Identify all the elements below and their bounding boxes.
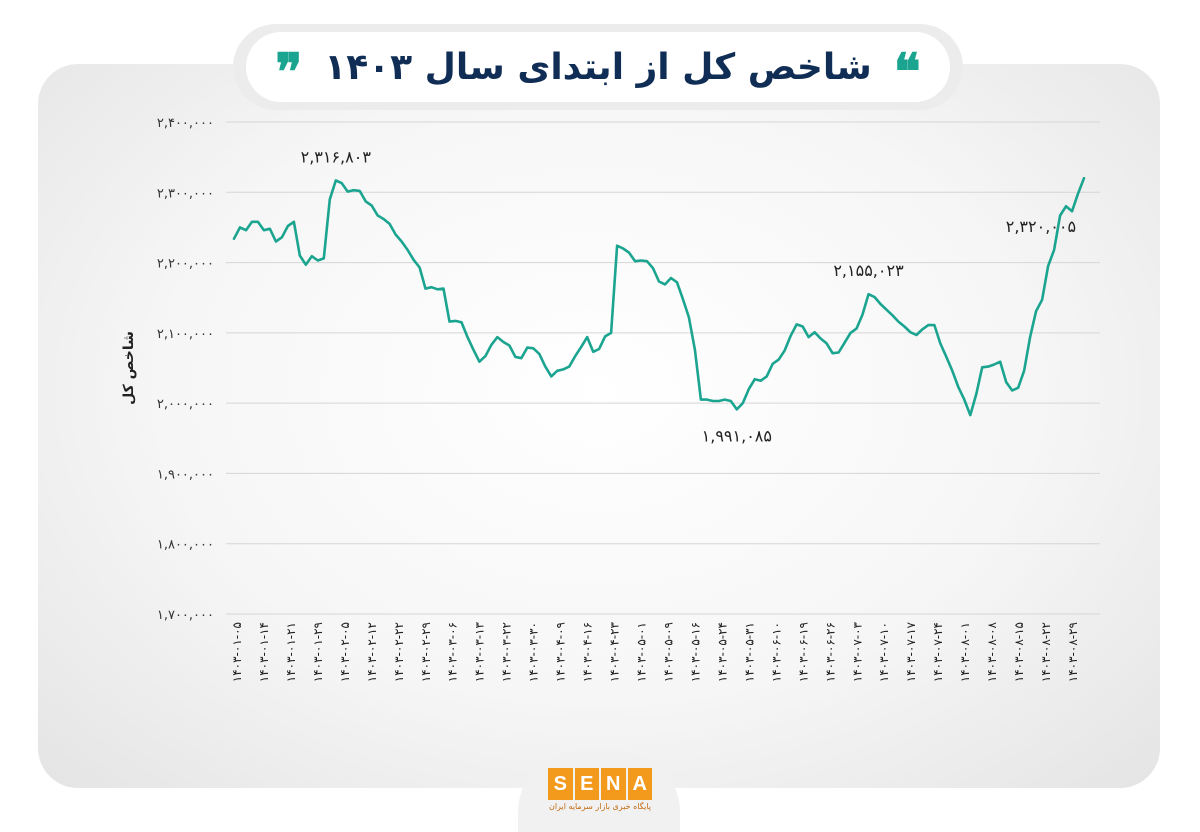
x-tick-label: ۱۴۰۳-۰۵-۲۴: [715, 622, 729, 682]
logo-letter: A: [627, 768, 652, 800]
sena-logo: S E N A: [548, 768, 652, 800]
chart-panel: [38, 64, 1160, 788]
x-tick-label: ۱۴۰۳-۰۱-۱۴: [257, 622, 271, 682]
y-tick-label: ۲,۴۰۰,۰۰۰: [157, 116, 214, 131]
y-tick-label: ۲,۳۰۰,۰۰۰: [157, 186, 214, 201]
x-tick-label: ۱۴۰۳-۰۵-۰۹: [661, 622, 675, 682]
y-tick-label: ۲,۱۰۰,۰۰۰: [157, 327, 214, 342]
quote-close-icon: ❝: [893, 47, 921, 87]
x-tick-label: ۱۴۰۳-۰۴-۰۹: [554, 622, 568, 682]
logo-letter: E: [574, 768, 599, 800]
x-tick-label: ۱۴۰۳-۰۱-۲۱: [284, 622, 298, 682]
y-tick-label: ۱,۷۰۰,۰۰۰: [157, 608, 214, 623]
x-tick-label: ۱۴۰۳-۰۴-۱۶: [581, 622, 595, 682]
x-tick-label: ۱۴۰۳-۰۸-۲۹: [1066, 622, 1080, 682]
data-label: ۲,۳۱۶,۸۰۳: [301, 147, 372, 166]
x-tick-label: ۱۴۰۳-۰۱-۲۹: [311, 622, 325, 682]
y-tick-label: ۲,۲۰۰,۰۰۰: [157, 257, 214, 272]
x-tick-label: ۱۴۰۳-۰۲-۲۹: [419, 622, 433, 682]
x-tick-label: ۱۴۰۳-۰۲-۲۲: [392, 622, 406, 682]
x-tick-label: ۱۴۰۳-۰۳-۰۶: [446, 622, 460, 682]
title-bar: ❞ شاخص کل از ابتدای سال ۱۴۰۳ ❝: [246, 32, 950, 102]
x-tick-label: ۱۴۰۳-۰۲-۰۵: [338, 622, 352, 682]
x-tick-label: ۱۴۰۳-۰۳-۱۳: [473, 621, 487, 682]
logo-subtitle: پایگاه خبری بازار سرمایه ایران: [548, 802, 652, 811]
x-tick-label: ۱۴۰۳-۰۱-۰۵: [230, 622, 244, 682]
x-tick-label: ۱۴۰۳-۰۶-۲۶: [823, 622, 837, 682]
data-label: ۲,۳۲۰,۰۰۵: [1006, 217, 1076, 236]
x-tick-label: ۱۴۰۳-۰۲-۱۲: [365, 622, 379, 682]
y-tick-label: ۱,۹۰۰,۰۰۰: [157, 467, 214, 482]
logo-letter: N: [601, 768, 626, 800]
x-tick-label: ۱۴۰۳-۰۷-۱۰: [877, 622, 891, 682]
index-series-line: [232, 176, 1086, 417]
x-tick-label: ۱۴۰۳-۰۷-۲۴: [931, 622, 945, 682]
y-axis-label: شاخص کل: [121, 331, 137, 405]
x-tick-label: ۱۴۰۳-۰۳-۲۲: [500, 622, 514, 682]
x-tick-label: ۱۴۰۳-۰۴-۲۳: [608, 621, 622, 682]
data-label: ۲,۱۵۵,۰۲۳: [833, 261, 904, 280]
x-tick-label: ۱۴۰۳-۰۶-۱۹: [796, 622, 810, 682]
logo-letter: S: [548, 768, 573, 800]
page-title: شاخص کل از ابتدای سال ۱۴۰۳: [324, 46, 872, 88]
data-label: ۱,۹۹۱,۰۸۵: [702, 426, 772, 445]
x-tick-label: ۱۴۰۳-۰۸-۰۱: [958, 622, 972, 682]
x-tick-label: ۱۴۰۳-۰۷-۱۷: [904, 621, 918, 682]
x-tick-label: ۱۴۰۳-۰۵-۳۱: [742, 622, 756, 682]
x-tick-label: ۱۴۰۳-۰۶-۱۰: [769, 622, 783, 682]
y-tick-label: ۱,۸۰۰,۰۰۰: [157, 538, 214, 553]
x-tick-label: ۱۴۰۳-۰۸-۱۵: [1012, 622, 1026, 682]
y-tick-label: ۲,۰۰۰,۰۰۰: [157, 397, 214, 412]
x-tick-label: ۱۴۰۳-۰۵-۰۱: [635, 622, 649, 682]
x-tick-label: ۱۴۰۳-۰۸-۲۲: [1039, 622, 1053, 682]
x-tick-label: ۱۴۰۳-۰۵-۱۶: [688, 622, 702, 682]
quote-open-icon: ❞: [275, 47, 303, 87]
logo-frame: [518, 752, 680, 832]
x-tick-label: ۱۴۰۳-۰۷-۰۳: [850, 621, 864, 682]
x-tick-label: ۱۴۰۳-۰۸-۰۸: [985, 621, 999, 682]
x-tick-label: ۱۴۰۳-۰۳-۳۰: [527, 622, 541, 682]
